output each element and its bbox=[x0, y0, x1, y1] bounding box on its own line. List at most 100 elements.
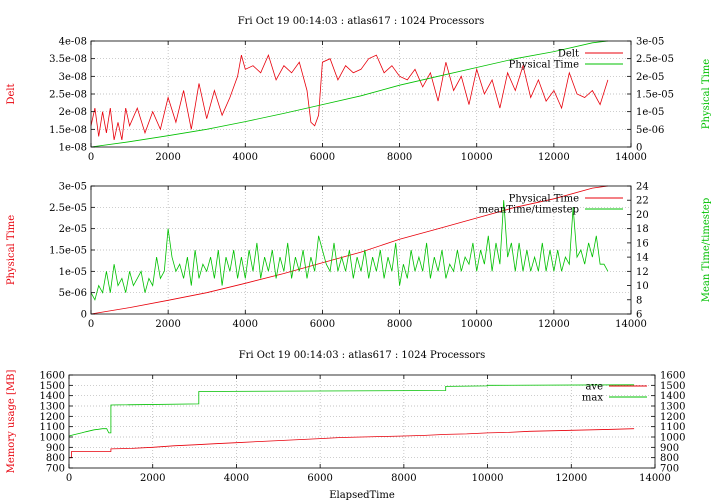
y-right-tick-label: 14 bbox=[636, 253, 649, 264]
y-right-tick-label: 0 bbox=[636, 143, 642, 154]
series-line-delt bbox=[90, 53, 609, 140]
y-left-axis-label: Delt bbox=[6, 83, 17, 104]
y-left-tick-label: 3e-05 bbox=[59, 182, 87, 193]
series-line-meantime-timestep bbox=[90, 200, 609, 301]
y-right-axis-label: Physical Time bbox=[701, 59, 712, 129]
y-left-tick-label: 0 bbox=[81, 310, 87, 321]
y-left-tick-label: 5e-06 bbox=[59, 288, 87, 299]
y-right-axis-label: Mean Time/timestep bbox=[701, 198, 712, 302]
legend-label: Physical Time bbox=[509, 194, 579, 205]
x-tick-label: 14000 bbox=[615, 152, 647, 163]
y-left-tick-label: 2.5e-05 bbox=[49, 203, 87, 214]
plot-frame bbox=[68, 374, 656, 469]
x-tick-label: 14000 bbox=[639, 473, 671, 484]
x-tick-label: 12000 bbox=[555, 473, 587, 484]
y-right-tick-label: 5e-06 bbox=[636, 125, 664, 136]
y-left-axis-label: Memory usage [MB] bbox=[6, 370, 17, 474]
legend-label: ave bbox=[585, 382, 603, 393]
legend-label: meanTime/timestep bbox=[478, 205, 579, 216]
y-right-tick-label: 6 bbox=[636, 310, 642, 321]
y-right-tick-label: 20 bbox=[636, 210, 649, 221]
chart-title: Fri Oct 19 00:14:03 : atlas617 : 1024 Pr… bbox=[239, 350, 486, 361]
y-right-tick-label: 900 bbox=[660, 443, 679, 454]
y-right-tick-label: 16 bbox=[636, 238, 649, 249]
x-tick-label: 12000 bbox=[538, 152, 570, 163]
x-tick-label: 0 bbox=[88, 152, 94, 163]
x-tick-label: 0 bbox=[66, 473, 72, 484]
y-left-tick-label: 2.5e-08 bbox=[49, 90, 87, 101]
y-left-axis-label: Physical Time bbox=[6, 215, 17, 285]
x-tick-label: 6000 bbox=[310, 152, 335, 163]
y-left-tick-label: 1.5e-05 bbox=[49, 246, 87, 257]
x-tick-label: 14000 bbox=[615, 319, 647, 330]
y-right-tick-label: 1600 bbox=[660, 371, 685, 382]
y-right-tick-label: 3e-05 bbox=[636, 37, 664, 48]
x-tick-label: 10000 bbox=[461, 152, 493, 163]
series-line-max bbox=[68, 384, 635, 437]
y-right-tick-label: 800 bbox=[660, 453, 679, 464]
y-right-tick-label: 2e-05 bbox=[636, 72, 664, 83]
x-tick-label: 8000 bbox=[387, 152, 412, 163]
y-left-tick-label: 3.5e-08 bbox=[49, 54, 87, 65]
y-right-tick-label: 1e-05 bbox=[636, 107, 664, 118]
y-left-tick-label: 2e-05 bbox=[59, 224, 87, 235]
y-left-tick-label: 1300 bbox=[40, 402, 65, 413]
y-right-tick-label: 22 bbox=[636, 196, 649, 207]
y-left-tick-label: 700 bbox=[46, 464, 65, 475]
y-right-tick-label: 1.5e-05 bbox=[636, 90, 674, 101]
series-line-physical-time bbox=[90, 185, 608, 315]
y-right-tick-label: 1100 bbox=[660, 422, 685, 433]
series-line-ave bbox=[69, 428, 635, 459]
x-axis-label: ElapsedTime bbox=[329, 490, 395, 501]
x-tick-label: 4000 bbox=[233, 319, 258, 330]
x-tick-label: 12000 bbox=[538, 319, 570, 330]
x-tick-label: 8000 bbox=[387, 319, 412, 330]
y-right-tick-label: 2.5e-05 bbox=[636, 54, 674, 65]
y-left-tick-label: 4e-08 bbox=[59, 37, 87, 48]
y-left-tick-label: 1600 bbox=[40, 371, 65, 382]
chart-title: Fri Oct 19 00:14:03 : atlas617 : 1024 Pr… bbox=[238, 16, 485, 27]
y-right-tick-label: 10 bbox=[636, 281, 649, 292]
y-left-tick-label: 1e-08 bbox=[59, 143, 87, 154]
y-right-tick-label: 12 bbox=[636, 267, 649, 278]
x-tick-label: 2000 bbox=[140, 473, 165, 484]
x-tick-label: 10000 bbox=[472, 473, 504, 484]
x-tick-label: 2000 bbox=[155, 152, 180, 163]
y-right-tick-label: 1200 bbox=[660, 412, 685, 423]
x-tick-label: 6000 bbox=[310, 319, 335, 330]
legend-label: Physical Time bbox=[509, 60, 579, 71]
y-left-tick-label: 900 bbox=[46, 443, 65, 454]
x-tick-label: 0 bbox=[88, 319, 94, 330]
y-left-tick-label: 1200 bbox=[40, 412, 65, 423]
series-line-physical-time bbox=[90, 40, 608, 148]
x-tick-label: 10000 bbox=[461, 319, 493, 330]
chart-panel-2 bbox=[90, 185, 632, 315]
y-right-tick-label: 700 bbox=[660, 464, 679, 475]
x-tick-label: 6000 bbox=[307, 473, 332, 484]
y-right-tick-label: 1400 bbox=[660, 391, 685, 402]
legend-label: Delt bbox=[558, 49, 579, 60]
y-left-tick-label: 1400 bbox=[40, 391, 65, 402]
x-tick-label: 2000 bbox=[155, 319, 180, 330]
y-left-tick-label: 1500 bbox=[40, 381, 65, 392]
x-tick-label: 4000 bbox=[224, 473, 249, 484]
y-left-tick-label: 1000 bbox=[40, 433, 65, 444]
y-right-tick-label: 18 bbox=[636, 224, 649, 235]
y-left-tick-label: 1100 bbox=[40, 422, 65, 433]
y-right-tick-label: 1500 bbox=[660, 381, 685, 392]
y-left-tick-label: 1.5e-08 bbox=[49, 125, 87, 136]
y-left-tick-label: 3e-08 bbox=[59, 72, 87, 83]
chart-panel-1 bbox=[90, 40, 632, 148]
x-tick-label: 4000 bbox=[233, 152, 258, 163]
y-right-tick-label: 1300 bbox=[660, 402, 685, 413]
x-tick-label: 8000 bbox=[391, 473, 416, 484]
y-left-tick-label: 2e-08 bbox=[59, 107, 87, 118]
y-left-tick-label: 1e-05 bbox=[59, 267, 87, 278]
y-right-tick-label: 24 bbox=[636, 182, 649, 193]
y-right-tick-label: 8 bbox=[636, 295, 642, 306]
legend-label: max bbox=[582, 393, 603, 404]
y-right-tick-label: 1000 bbox=[660, 433, 685, 444]
y-left-tick-label: 800 bbox=[46, 453, 65, 464]
